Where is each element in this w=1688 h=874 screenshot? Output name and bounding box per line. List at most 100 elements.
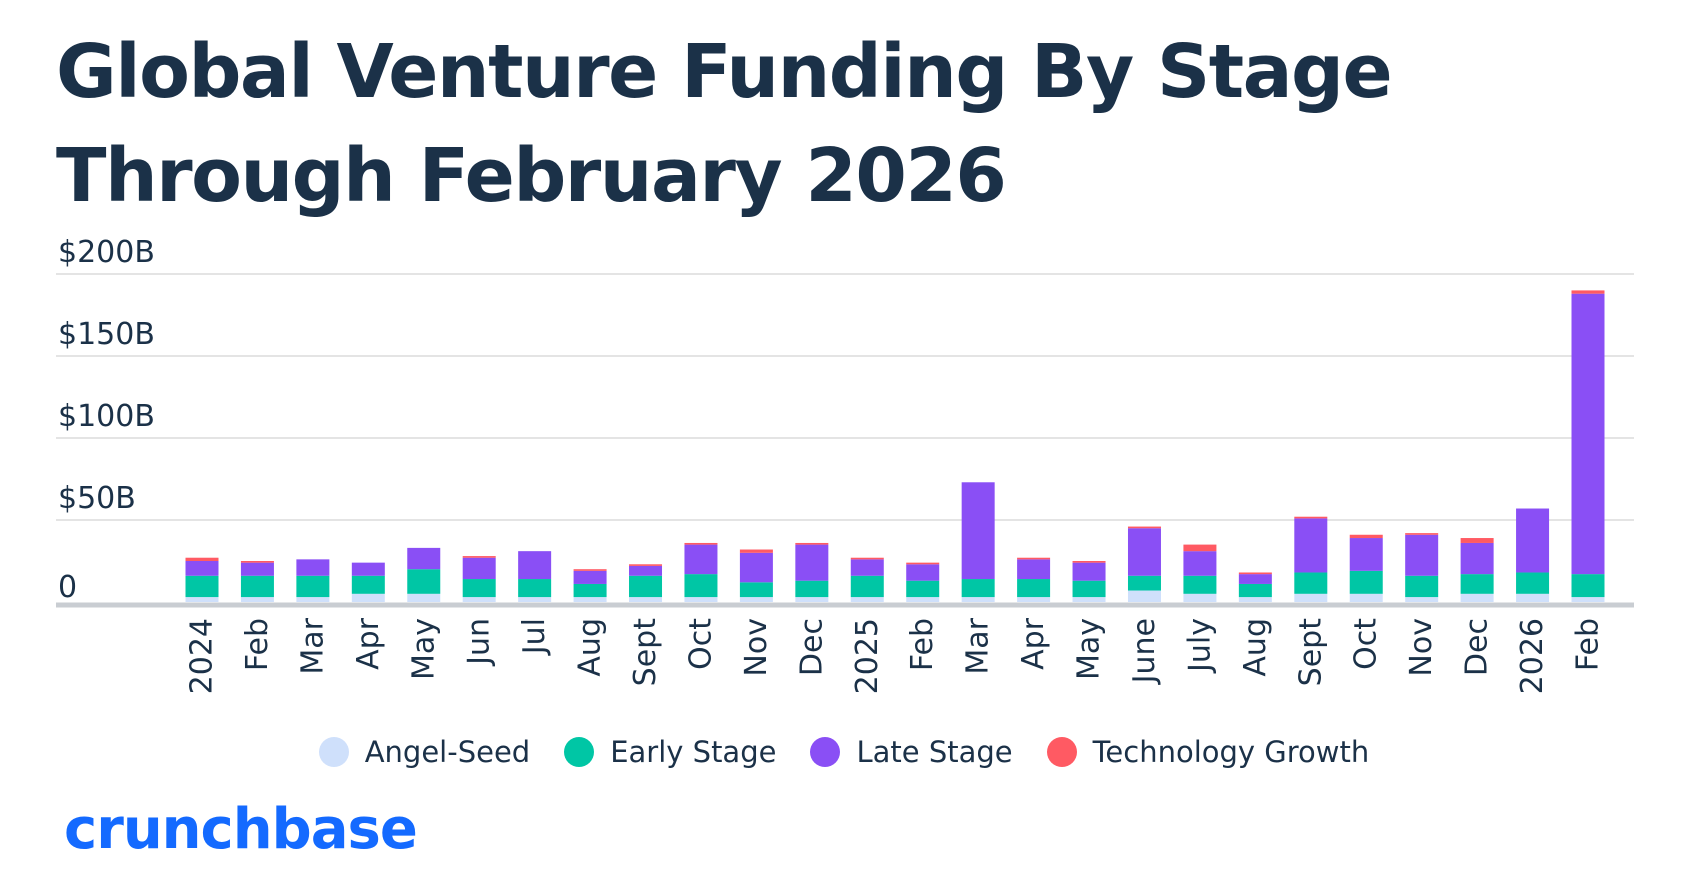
bar-segment [573,583,607,598]
bar-stack [296,559,330,602]
bar-segment [1294,518,1328,573]
bar-stack [1294,516,1328,602]
bar-segment [240,575,274,598]
bar-segment [1405,575,1439,598]
bar-segment [1238,572,1272,575]
bar-segment [573,570,607,584]
bar-segment [1072,580,1106,598]
bars [185,290,1605,602]
bar-segment [850,575,884,598]
bar-segment [1405,533,1439,535]
bar-segment [906,597,940,602]
bar-segment [185,561,219,576]
bar-segment [1072,597,1106,602]
bar-segment [240,561,274,563]
bar-stack [795,542,829,602]
bar-segment [1294,572,1328,594]
bar-segment [739,582,773,598]
legend-item: Technology Growth [1046,735,1370,769]
bar-segment [906,562,940,565]
bar-segment [739,549,773,553]
x-tick-label: Sept [628,618,663,687]
bar-segment [850,559,884,576]
legend-swatch-icon [810,737,841,767]
bar-segment [1294,593,1328,602]
x-tick-label: Nov [739,618,774,677]
bar-segment [1017,579,1051,598]
bar-segment [739,597,773,602]
bar-stack [684,542,718,602]
x-tick-label: Aug [573,618,608,677]
bar-segment [407,547,441,570]
bar-segment [795,580,829,598]
x-tick-label: 2025 [850,618,885,694]
x-tick-label: Nov [1404,618,1439,677]
bar-segment [629,565,663,576]
bar-segment [739,552,773,583]
bar-segment [906,580,940,598]
bar-stack [1017,557,1051,602]
bar-segment [1238,583,1272,598]
bar-segment [684,544,718,575]
bar-segment [1460,574,1494,594]
bar-segment [1017,559,1051,580]
legend-label: Angel-Seed [364,735,531,769]
bar-segment [518,551,552,580]
x-tick-label: Feb [240,618,275,671]
bar-stack [961,482,995,602]
legend-swatch-icon [1046,737,1077,767]
x-tick-label: Mar [295,617,330,674]
bar-segment [850,597,884,602]
bar-segment [1460,593,1494,602]
bar-segment [1072,561,1106,563]
x-tick-label: May [406,618,441,680]
x-tick-label: Jul [517,618,552,656]
bar-segment [629,564,663,566]
bar-segment [462,557,496,580]
bar-segment [1238,597,1272,602]
bar-segment [629,597,663,602]
bar-segment [629,575,663,598]
bar-segment [795,544,829,581]
bar-segment [185,557,219,561]
bar-segment [1571,293,1605,575]
x-tick-label: May [1072,618,1107,680]
x-tick-label: July [1182,618,1217,674]
bar-segment [961,579,995,598]
gridlines [56,273,1634,521]
x-tick-label: Sept [1293,618,1328,687]
bar-stack [407,547,441,602]
bar-segment [462,579,496,598]
bar-stack [1460,538,1494,602]
legend-label: Technology Growth [1092,735,1370,769]
bar-segment [407,593,441,602]
x-tick-label: Oct [1349,618,1384,670]
bar-segment [1516,572,1550,594]
bar-stack [629,564,663,602]
legend-label: Early Stage [610,735,777,769]
bar-stack [351,562,385,602]
chart-title: Global Venture Funding By Stage Through … [56,29,1393,219]
y-axis-ticks: 0 $50B $100B $150B $200B [58,235,155,605]
bar-stack [1127,526,1161,602]
bar-segment [795,597,829,602]
bar-segment [1516,593,1550,602]
bar-segment [296,575,330,598]
bar-stack [906,562,940,602]
bar-segment [462,597,496,602]
bar-segment [1183,593,1217,602]
x-tick-label: Mar [961,617,996,674]
bar-segment [462,556,496,558]
bar-segment [684,542,718,545]
y-tick-label: 0 [58,570,77,605]
crunchbase-logo: crunchbase [64,797,418,862]
bar-segment [351,562,385,576]
bar-stack [1238,572,1272,602]
bar-segment [296,597,330,602]
bar-segment [185,575,219,598]
bar-segment [1405,534,1439,576]
bar-segment [573,597,607,602]
bar-segment [1183,544,1217,552]
bar-segment [1183,575,1217,594]
bar-segment [407,569,441,594]
